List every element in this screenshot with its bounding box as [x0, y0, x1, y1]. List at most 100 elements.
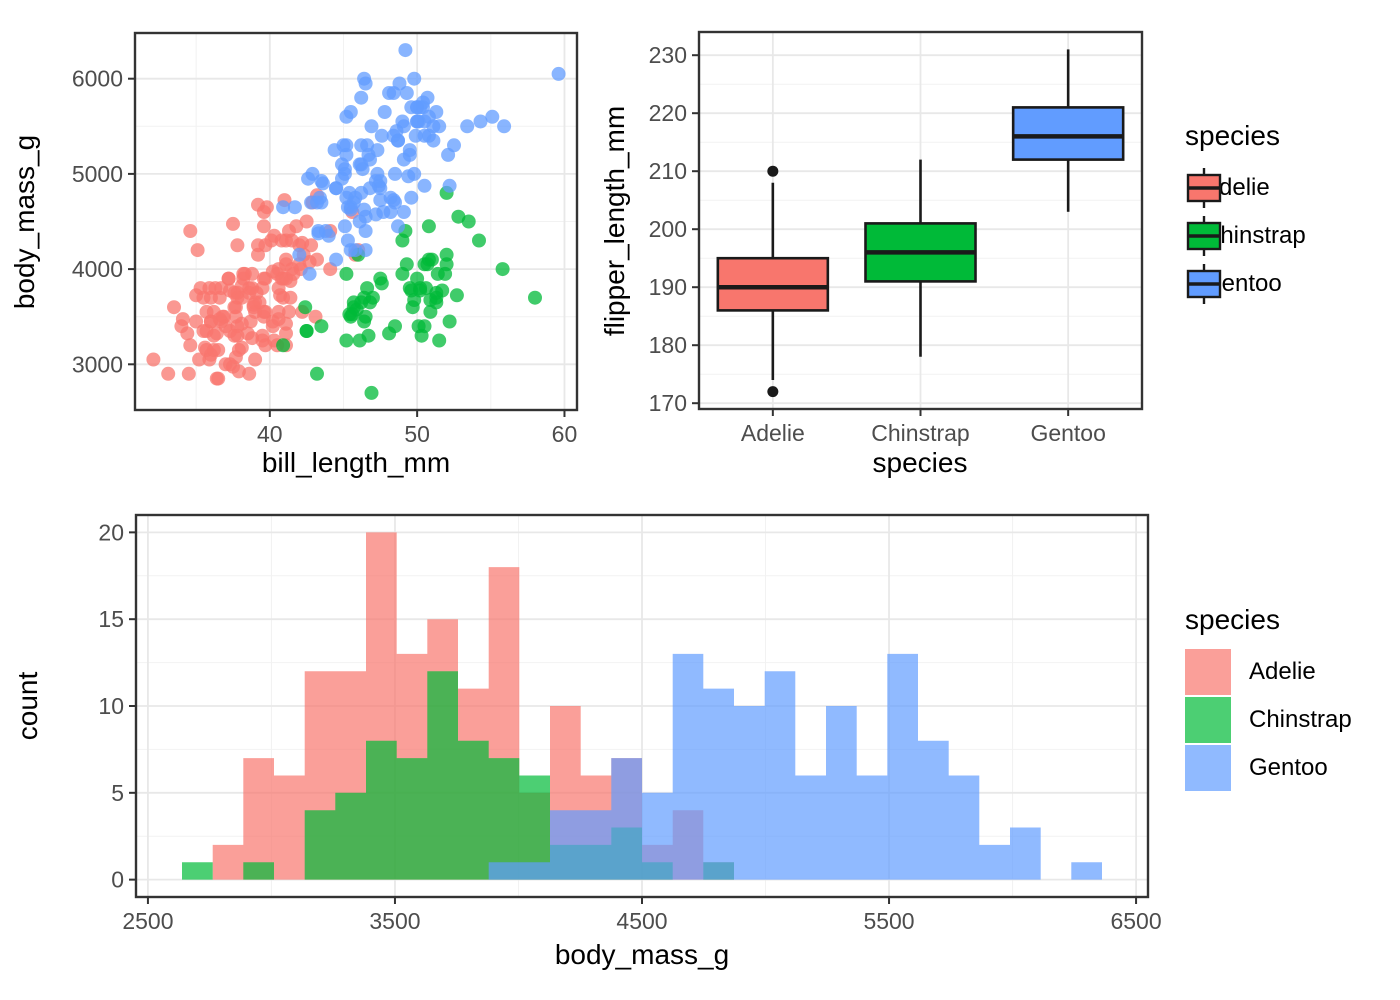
legend-swatch	[1185, 745, 1231, 791]
scatter-point-adelie	[284, 262, 299, 277]
scatter-point-gentoo	[396, 119, 411, 134]
y-tick-label: 180	[649, 332, 687, 358]
scatter-point-adelie	[198, 340, 212, 355]
legend-item-chinstrap: Chinstrap	[1185, 696, 1400, 744]
scatter-point-chinstrap	[421, 252, 436, 267]
legend-item-chinstrap: Chinstrap	[1185, 212, 1400, 260]
scatter-point-adelie	[242, 366, 257, 381]
scatter-point-chinstrap	[310, 366, 324, 381]
scatter-point-gentoo	[358, 243, 373, 258]
scatter-point-adelie	[273, 288, 288, 303]
scatter-point-chinstrap	[276, 338, 291, 353]
scatter-point-chinstrap	[423, 304, 438, 319]
scatter-point-adelie	[256, 205, 271, 219]
scatter-point-gentoo	[343, 202, 358, 217]
scatter-point-gentoo	[339, 190, 354, 205]
scatter-point-adelie	[258, 338, 273, 353]
legend-title: species	[1185, 120, 1280, 151]
legend-items: Adelie Chinstrap Gentoo	[1185, 164, 1400, 308]
scatter-x-axis-title: bill_length_mm	[262, 447, 450, 478]
box-y-axis-title: flipper_length_mm	[600, 106, 630, 336]
scatter-point-chinstrap	[438, 266, 453, 281]
scatter-point-gentoo	[396, 205, 411, 219]
scatter-point-chinstrap	[345, 307, 360, 322]
y-tick-label: 6000	[72, 66, 123, 92]
box-content: Adelie Chinstrap Gentoo 170 180 190 200 210 220 2…	[649, 30, 1144, 446]
x-tick-label: 6500	[1110, 908, 1161, 934]
scatter-point-adelie	[181, 366, 196, 381]
scatter-point-gentoo	[374, 128, 389, 143]
scatter-point-adelie	[221, 271, 236, 286]
scatter-point-gentoo	[343, 243, 358, 258]
scatter-point-gentoo	[485, 109, 500, 124]
scatter-point-chinstrap	[363, 295, 377, 310]
x-tick-label: 4500	[616, 908, 667, 934]
panel-border	[133, 31, 579, 412]
y-tick-label: 0	[111, 867, 124, 893]
scatter-point-adelie	[279, 326, 293, 341]
scatter-point-chinstrap	[361, 328, 376, 343]
scatter-point-gentoo	[417, 178, 432, 193]
scatter-point-chinstrap	[439, 247, 454, 262]
histogram-y-axis-title: count	[12, 672, 43, 741]
boxplot-key-icon	[1186, 216, 1222, 256]
scatter-point-chinstrap	[472, 233, 486, 248]
scatter-point-adelie	[271, 312, 286, 327]
y-tick-label: 20	[98, 519, 124, 545]
scatter-point-adelie	[209, 371, 224, 386]
scatter-point-adelie	[267, 228, 282, 243]
scatter-point-adelie	[289, 219, 304, 234]
scatter-point-chinstrap	[423, 293, 438, 307]
legend-item-label: Gentoo	[1249, 754, 1328, 781]
scatter-point-adelie	[203, 290, 218, 305]
scatter-y-axis-title: body_mass_g	[9, 135, 40, 309]
box-adelie	[716, 256, 830, 312]
y-tick-label: 10	[98, 693, 124, 719]
y-tick-label: 5	[111, 780, 124, 806]
scatter-point-adelie	[258, 304, 273, 319]
legend-item-adelie: Adelie	[1185, 164, 1400, 212]
scatter-point-adelie	[161, 366, 176, 381]
scatter-point-chinstrap	[374, 276, 389, 291]
scatter-point-adelie	[234, 340, 249, 355]
scatter-point-gentoo	[311, 226, 326, 241]
y-tick-label: 170	[649, 390, 687, 416]
scatter-point-chinstrap	[339, 266, 354, 281]
scatter-point-gentoo	[292, 247, 307, 262]
box-plot: Adelie Chinstrap Gentoo 170 180 190 200 210 220 2…	[600, 30, 1144, 478]
legend-item-gentoo: Gentoo	[1185, 744, 1400, 792]
legend-item-label: Chinstrap	[1249, 706, 1352, 733]
box-gentoo	[1011, 106, 1125, 161]
scatter-point-gentoo	[301, 171, 316, 186]
scatter-point-gentoo	[368, 207, 383, 222]
scatter-point-gentoo	[388, 166, 402, 181]
histogram-plot: 2500 3500 4500 5500 6500 0 5 10 15 20 body_mass_g…	[12, 513, 1162, 970]
histogram-content: 2500 3500 4500 5500 6500 0 5 10 15 20	[98, 513, 1162, 934]
scatter-point-gentoo	[339, 109, 354, 124]
scatter-point-chinstrap	[442, 314, 457, 329]
scatter-point-gentoo	[276, 200, 291, 215]
y-tick-label: 4000	[72, 256, 123, 282]
scatter-point-gentoo	[398, 43, 413, 58]
legend-item-gentoo: Gentoo	[1185, 260, 1400, 308]
x-tick-label: 3500	[369, 908, 420, 934]
scatter-point-gentoo	[358, 224, 373, 238]
scatter-point-gentoo	[402, 143, 417, 158]
scatter-point-gentoo	[329, 181, 344, 196]
scatter-point-gentoo	[551, 66, 566, 81]
x-tick-label: 60	[552, 421, 578, 447]
y-tick-label: 230	[649, 42, 687, 68]
scatter-point-chinstrap	[413, 283, 428, 298]
scatter-point-gentoo	[354, 90, 369, 105]
scatter-point-gentoo	[337, 219, 352, 234]
scatter-point-chinstrap	[357, 314, 372, 329]
scatter-point-gentoo	[364, 119, 379, 134]
x-tick-label: 50	[404, 421, 430, 447]
x-tick-label: Adelie	[741, 420, 805, 446]
scatter-point-adelie	[223, 357, 237, 372]
box-outlier	[767, 165, 779, 177]
scatter-point-adelie	[226, 216, 240, 231]
scatter-point-gentoo	[408, 128, 423, 143]
hist-bars-chinstrap	[182, 671, 734, 880]
